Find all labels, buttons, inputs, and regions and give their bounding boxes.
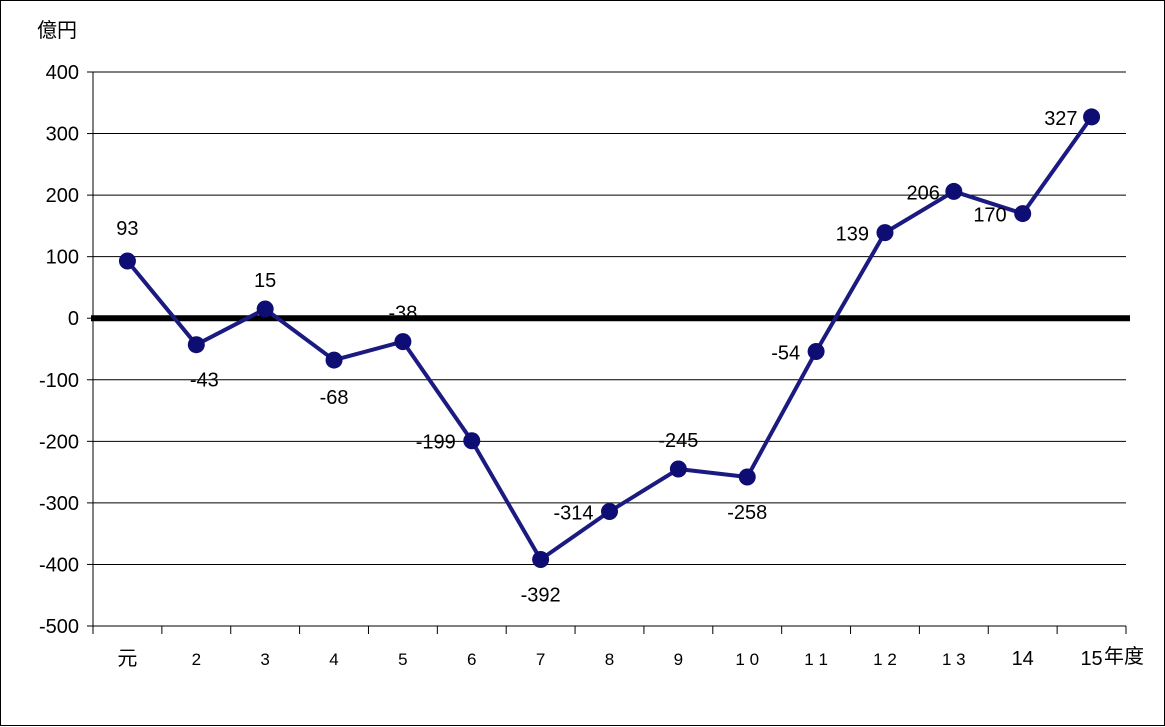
data-point [256,300,274,318]
data-label: 139 [836,224,869,246]
data-label: 170 [973,205,1006,227]
y-tick-label: -300 [39,493,79,515]
data-point [532,551,550,569]
x-tick-label: 1 3 [942,650,966,669]
data-point [1083,108,1101,126]
x-tick-label: 1 1 [804,650,828,669]
y-tick-label: -100 [39,370,79,392]
y-axis-ticks: 400 300 200 100 0 -100 -200 -300 -400 -500 [39,62,94,638]
data-label: 15 [254,270,276,292]
x-tick-label: 7 [536,650,545,669]
x-tick-label: 15 [1080,648,1102,670]
data-label: -199 [416,432,456,454]
data-point [945,182,963,200]
y-tick-label: 200 [46,185,79,207]
y-tick-label: 300 [46,124,79,146]
x-tick-label: 9 [674,650,683,669]
y-unit-label: 億円 [37,18,77,42]
data-label: -314 [553,503,593,525]
data-label: -68 [320,387,349,409]
y-tick-label: -400 [39,554,79,576]
x-tick-label: 3 [260,650,269,669]
data-label: -54 [771,342,800,364]
x-tick-label: 2 [192,650,201,669]
x-tick-label: 4 [329,650,338,669]
x-tick-label: 1 0 [735,650,759,669]
y-tick-label: 400 [46,62,79,84]
x-tick-label: 1 2 [873,650,897,669]
gridlines [91,71,1130,627]
data-label: 206 [906,182,939,204]
data-labels: 93 -43 15 -68 -38 -199 -392 -314 -245 -258 -54 139 2… [116,108,1077,607]
data-label: -245 [658,430,698,452]
data-point [118,252,136,270]
data-label: -43 [190,370,219,392]
y-tick-label: -200 [39,431,79,453]
x-tick-label: 5 [398,650,407,669]
y-tick-label: -500 [39,616,79,638]
x-axis: 元 2 3 4 5 6 7 8 9 1 0 1 1 1 2 1 3 14 15 [92,625,1127,670]
data-label: 327 [1044,108,1077,130]
x-unit-label: 年度 [1104,644,1144,668]
x-tick-label: 14 [1012,648,1034,670]
data-label: 93 [116,218,138,240]
data-label: -258 [727,502,767,524]
data-point [463,432,481,450]
data-point [807,342,825,360]
series-line-group [125,115,1094,562]
data-point [876,224,894,242]
series-line [125,115,1094,562]
data-point [601,503,618,521]
data-point [187,336,205,354]
y-tick-label: 0 [68,308,79,330]
data-label: -392 [521,585,561,607]
y-tick-label: 100 [46,247,79,269]
data-point [394,333,412,351]
x-tick-label: 6 [467,650,476,669]
x-tick-label: 元 [117,646,137,670]
data-point [738,468,756,486]
data-label: -38 [388,303,417,325]
data-markers [118,108,1101,569]
data-point [669,460,687,478]
data-point [1014,205,1032,223]
x-tick-label: 8 [605,650,614,669]
data-point [325,351,343,369]
